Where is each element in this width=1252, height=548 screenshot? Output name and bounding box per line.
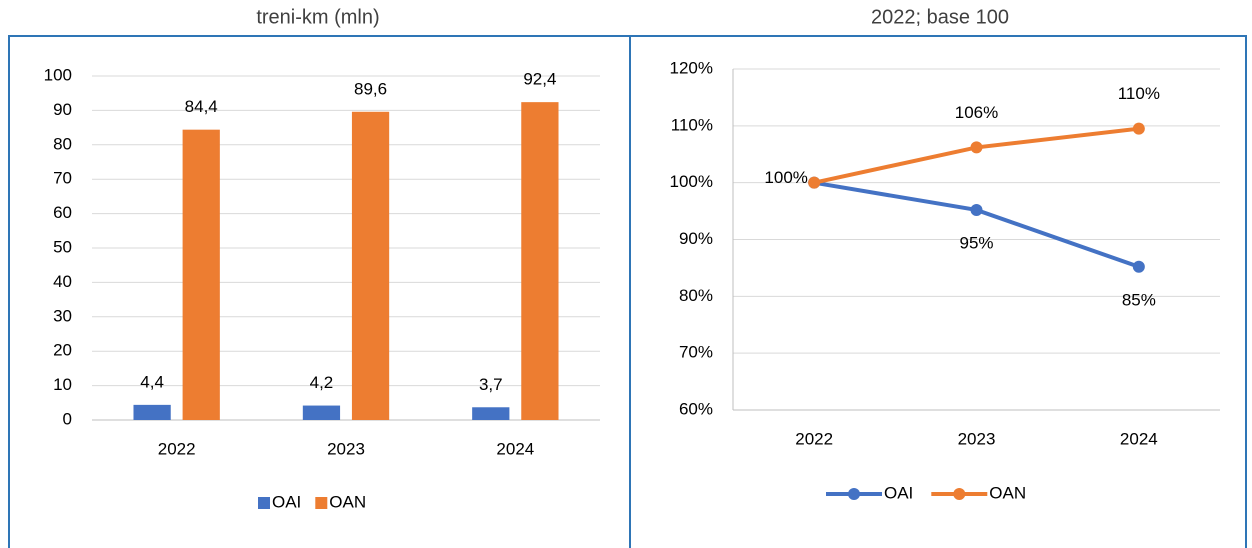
bar (133, 404, 171, 420)
y-tick-label: 10 (53, 375, 72, 394)
y-tick-label: 0 (63, 409, 72, 428)
marker (970, 203, 983, 216)
y-tick-label: 40 (53, 272, 72, 291)
y-tick-label: 50 (53, 237, 72, 256)
legend-label: OAN (329, 492, 366, 511)
data-label: 92,4 (523, 70, 556, 89)
y-tick-label: 30 (53, 306, 72, 325)
x-tick-label: 2024 (496, 439, 534, 458)
data-label: 4,4 (140, 372, 164, 391)
y-tick-label: 100% (670, 172, 713, 191)
y-tick-label: 100 (44, 65, 72, 84)
y-tick-label: 120% (670, 58, 713, 77)
x-tick-label: 2022 (158, 439, 196, 458)
data-label: 3,7 (479, 375, 503, 394)
y-tick-label: 20 (53, 341, 72, 360)
legend-swatch (258, 497, 270, 509)
legend-label: OAI (884, 483, 913, 502)
data-label: 89,6 (354, 79, 387, 98)
x-tick-label: 2024 (1120, 429, 1158, 448)
data-label: 4,2 (310, 373, 334, 392)
bar (182, 129, 220, 420)
chart-title: 2022; base 100 (871, 6, 1009, 28)
legend-swatch (848, 488, 860, 500)
bar (521, 102, 559, 421)
y-tick-label: 60% (679, 399, 713, 418)
data-label: 110% (1118, 84, 1160, 103)
y-tick-label: 70% (679, 343, 713, 362)
line (813, 180, 1140, 269)
x-tick-label: 2023 (327, 439, 365, 458)
data-label: 95% (959, 233, 993, 252)
marker (1132, 122, 1145, 135)
data-label: 84,4 (185, 97, 218, 116)
legend-swatch (953, 488, 966, 500)
marker (808, 176, 821, 189)
data-label: 100% (764, 168, 807, 187)
y-tick-label: 80 (53, 134, 72, 153)
data-label: 85% (1122, 290, 1156, 309)
x-tick-label: 2023 (958, 429, 996, 448)
x-tick-label: 2022 (795, 429, 833, 448)
y-tick-label: 90 (53, 100, 72, 119)
legend-label: OAI (272, 492, 301, 511)
bar (351, 111, 390, 420)
y-tick-label: 90% (679, 229, 713, 248)
y-tick-label: 110% (671, 115, 713, 134)
legend-swatch (315, 497, 328, 509)
bar (302, 405, 341, 420)
y-tick-label: 70 (53, 169, 72, 188)
data-label: 106% (955, 103, 998, 122)
line (813, 126, 1140, 185)
legend-label: OAN (989, 483, 1026, 502)
chart-title: treni-km (mln) (256, 6, 379, 28)
y-tick-label: 80% (679, 286, 713, 305)
marker (1132, 260, 1145, 273)
marker (970, 141, 983, 154)
bar (472, 407, 510, 420)
y-tick-label: 60 (53, 203, 72, 222)
